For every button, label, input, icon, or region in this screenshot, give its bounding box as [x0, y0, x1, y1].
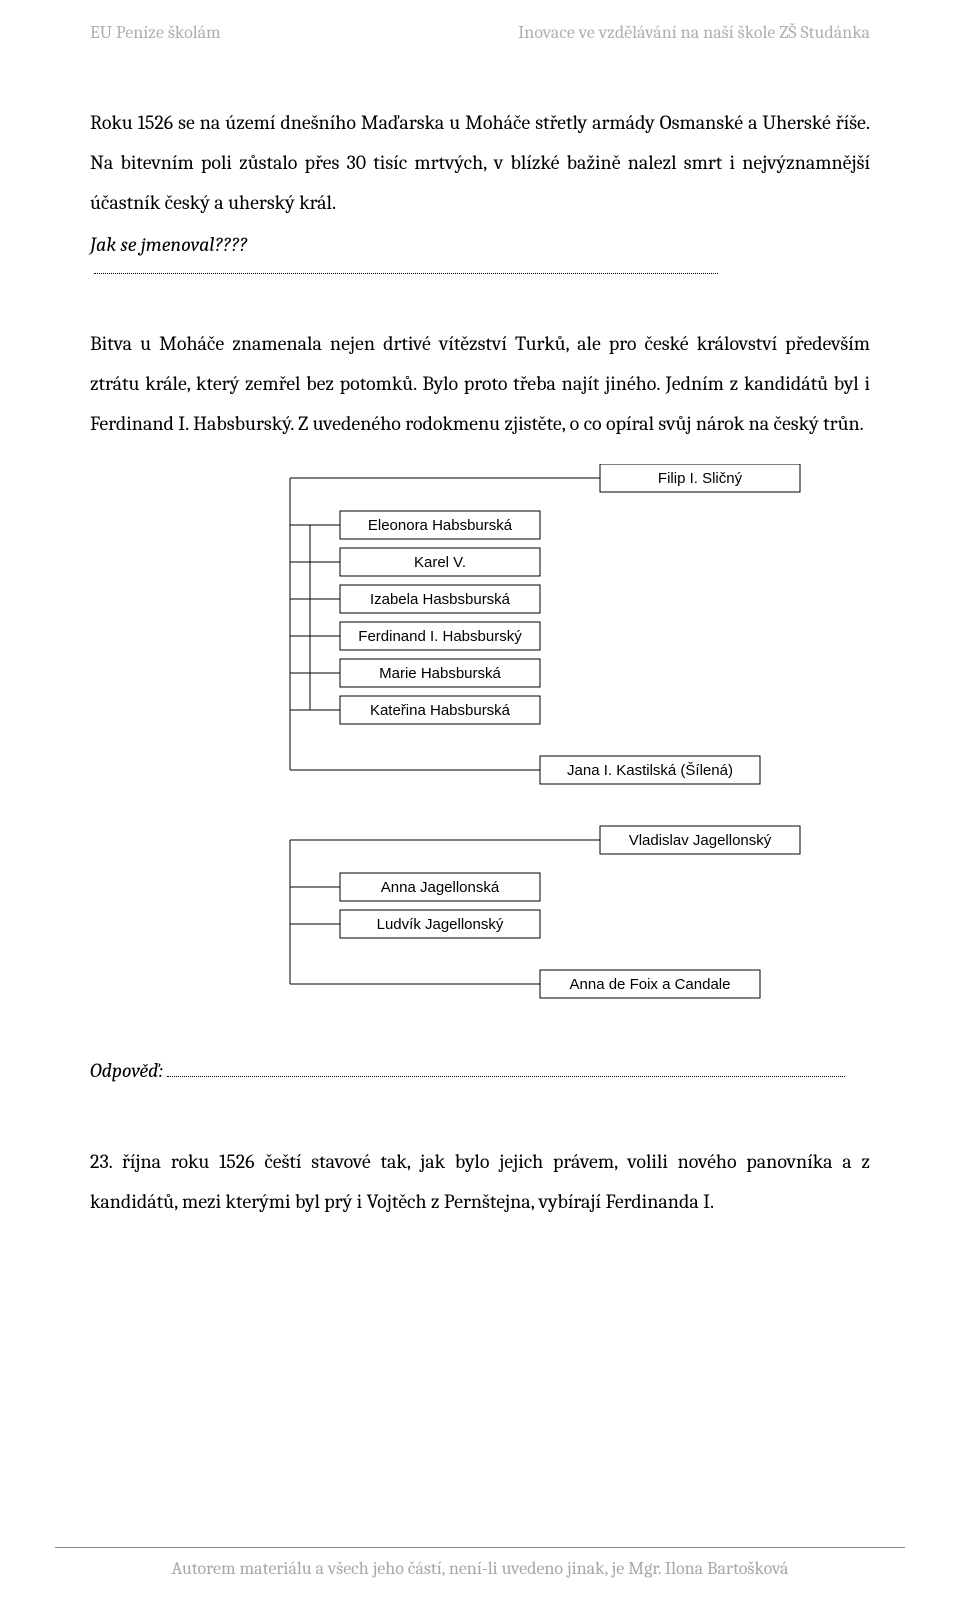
answer-line: Odpověď: [90, 1059, 870, 1082]
answer-label: Odpověď: [90, 1059, 163, 1082]
dotted-line [94, 273, 718, 274]
page-header: EU Peníze školám Inovace ve vzdělávání n… [0, 0, 960, 43]
page-footer: Autorem materiálu a všech jeho částí, ne… [0, 1547, 960, 1579]
paragraph-3: 23. října roku 1526 čeští stavové tak, j… [90, 1142, 870, 1222]
tree-node-label-anna_f: Anna de Foix a Candale [570, 976, 731, 993]
tree-node-label-ludvik: Ludvík Jagellonský [377, 916, 504, 933]
question-label: Jak se jmenoval???? [90, 233, 247, 256]
tree-node-label-marie: Marie Habsburská [379, 665, 501, 682]
tree-node-label-vladislav: Vladislav Jagellonský [629, 832, 772, 849]
tree-node-label-izabela: Izabela Hasbsburská [370, 591, 511, 608]
family-tree-diagram: Filip I. Sličný Eleonora Habsburská Karel … [90, 464, 870, 1009]
page-content: Roku 1526 se na území dnešního Maďarska … [0, 43, 960, 1222]
paragraph-2: Bitva u Moháče znamenala nejen drtivé ví… [90, 324, 870, 444]
tree-node-label-jana: Jana I. Kastilská (Šílená) [567, 762, 733, 779]
question-line: Jak se jmenoval???? [90, 233, 870, 279]
paragraph-1: Roku 1526 se na území dnešního Maďarska … [90, 103, 870, 223]
footer-divider [55, 1547, 905, 1548]
footer-text: Autorem materiálu a všech jeho částí, ne… [171, 1558, 788, 1579]
header-right: Inovace ve vzdělávání na naší škole ZŠ S… [518, 22, 870, 43]
tree-node-label-eleonora: Eleonora Habsburská [368, 517, 513, 534]
header-left: EU Peníze školám [90, 22, 221, 43]
tree-node-label-anna_j: Anna Jagellonská [381, 879, 500, 896]
tree-node-label-karel: Karel V. [414, 554, 466, 571]
tree-node-label-katerina: Kateřina Habsburská [370, 702, 511, 719]
tree-node-label-filip: Filip I. Sličný [658, 470, 743, 487]
dotted-line-answer [167, 1076, 846, 1077]
tree-svg: Filip I. Sličný Eleonora Habsburská Karel … [90, 464, 870, 1009]
tree-node-label-ferdinand: Ferdinand I. Habsburský [358, 628, 522, 645]
